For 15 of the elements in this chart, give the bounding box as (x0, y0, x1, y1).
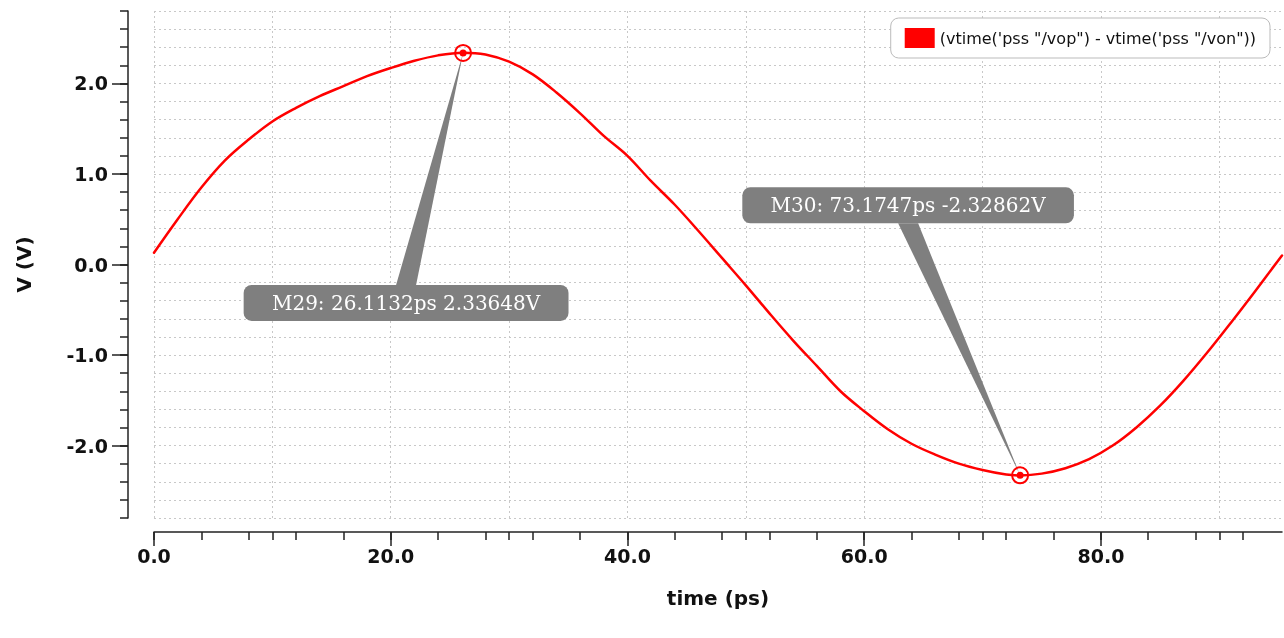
x-tick-label: 20.0 (367, 544, 415, 567)
annotation: M29: 26.1132ps 2.33648V (271, 290, 541, 315)
y-tick-label: -2.0 (66, 434, 108, 457)
y-tick-label: 2.0 (74, 72, 108, 95)
legend-label: (vtime('pss "/vop") - vtime('pss "/von")) (939, 28, 1257, 48)
x-tick-label: 60.0 (840, 544, 888, 567)
y-tick-label: 0.0 (74, 253, 108, 276)
x-tick-label: 0.0 (137, 544, 171, 567)
x-tick-label: 80.0 (1077, 544, 1125, 567)
y-tick-label: 1.0 (74, 162, 108, 185)
y-axis-title: V (V) (12, 236, 36, 293)
y-tick-label: -1.0 (66, 344, 108, 367)
x-axis-title: time (ps) (666, 586, 770, 610)
annotation: M30: 73.1747ps -2.32862V (770, 193, 1047, 218)
x-tick-label: 40.0 (604, 544, 651, 567)
